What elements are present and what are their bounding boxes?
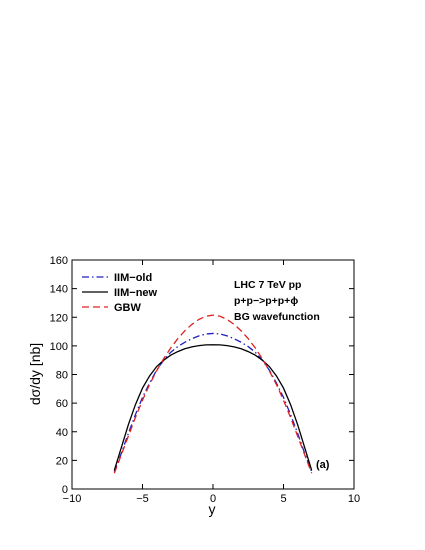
legend-label: GBW [114, 302, 142, 314]
y-tick-label: 20 [56, 455, 68, 467]
annotation-wavefunction: BG wavefunction [234, 311, 320, 323]
series-line [113, 344, 313, 471]
x-tick-label: 10 [348, 493, 360, 505]
y-tick-label: 80 [56, 370, 68, 382]
legend-label: IIM−new [114, 287, 158, 299]
y-axis-title: dσ/dy [nb] [27, 343, 43, 405]
curves [113, 314, 313, 474]
legend-label: IIM−old [114, 272, 152, 284]
y-tick-label: 40 [56, 427, 68, 439]
x-tick-label: 5 [280, 493, 286, 505]
y-tick-label: 160 [50, 255, 68, 267]
annotation-process: p+p−>p+p+ϕ [234, 295, 298, 307]
series-line [113, 314, 313, 474]
y-tick-label: 120 [50, 312, 68, 324]
annotation-energy: LHC 7 TeV pp [234, 279, 301, 291]
legend: IIM−old IIM−new GBW [82, 272, 158, 314]
x-tick-label: −5 [136, 493, 149, 505]
x-axis-title: y [209, 501, 216, 517]
panel-label: (a) [316, 459, 330, 471]
x-tick-label: 0 [210, 493, 216, 505]
y-tick-label: 0 [62, 484, 68, 496]
series-line [113, 332, 313, 473]
y-tick-label: 60 [56, 398, 68, 410]
y-tick-label: 140 [50, 284, 68, 296]
x-tick-label: −10 [63, 493, 82, 505]
y-tick-label: 100 [50, 341, 68, 353]
